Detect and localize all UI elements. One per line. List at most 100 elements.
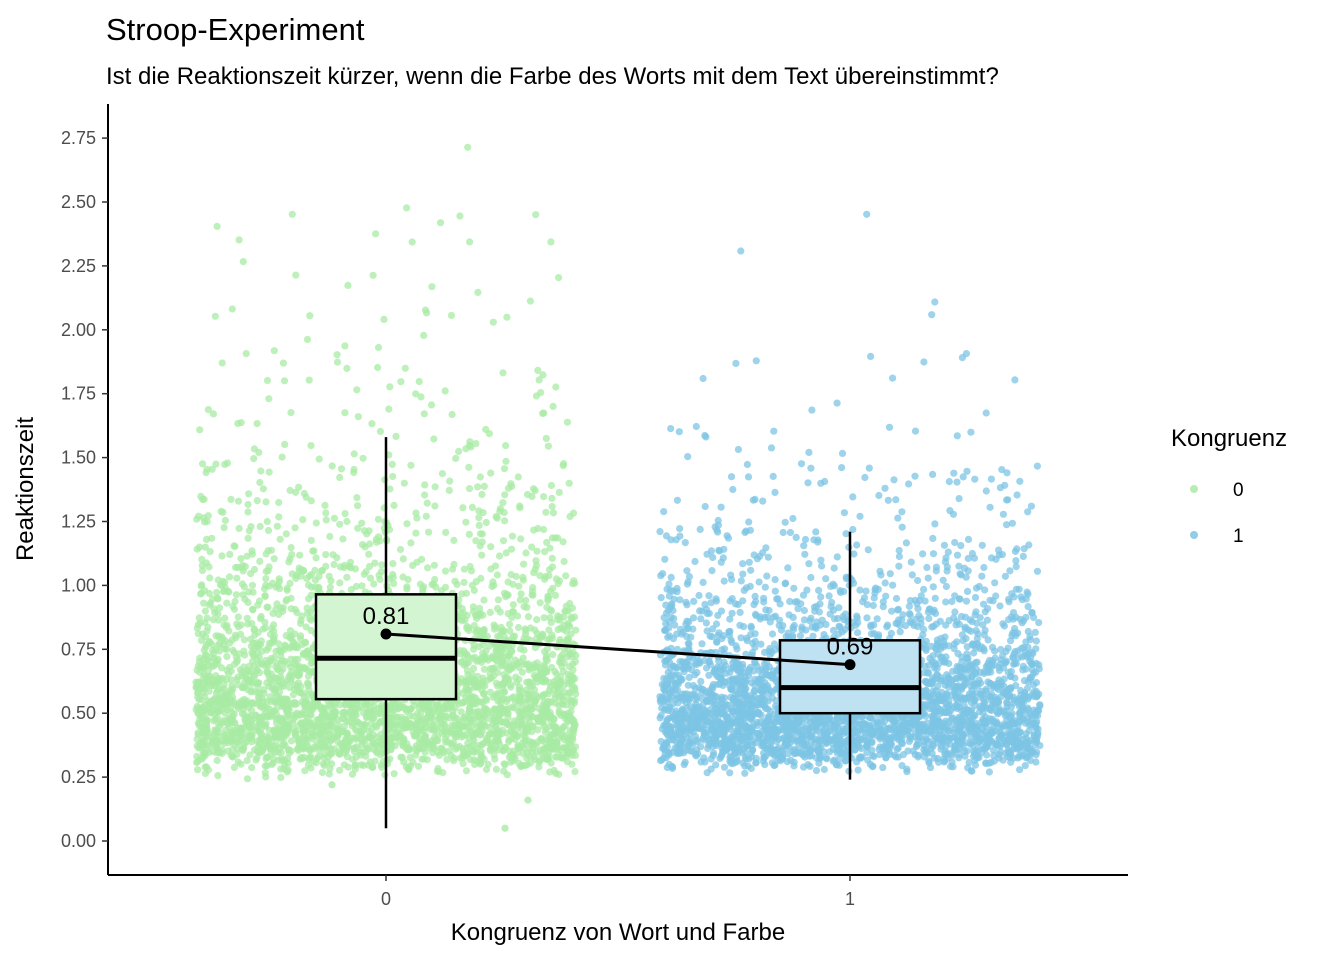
data-point	[369, 763, 377, 771]
data-point	[321, 501, 329, 509]
data-point	[1013, 491, 1021, 499]
data-point	[193, 666, 201, 674]
data-point	[506, 620, 514, 628]
data-point	[256, 719, 264, 727]
data-point	[406, 712, 414, 720]
data-point	[370, 580, 378, 588]
data-point	[490, 581, 498, 589]
data-point	[248, 547, 256, 555]
data-point	[517, 645, 525, 653]
data-point	[279, 741, 287, 750]
data-point	[241, 595, 249, 603]
data-point	[464, 739, 472, 747]
data-point	[202, 469, 210, 477]
data-point	[491, 712, 499, 720]
data-point	[456, 212, 464, 220]
data-point	[423, 499, 431, 507]
data-point	[225, 573, 234, 581]
data-point	[554, 681, 562, 690]
data-point	[194, 729, 202, 737]
data-point	[402, 744, 410, 752]
data-point	[491, 744, 499, 752]
data-point	[547, 759, 555, 767]
data-point	[737, 577, 745, 585]
data-point	[506, 627, 514, 635]
data-point	[569, 509, 578, 517]
data-point	[195, 678, 203, 686]
data-point	[243, 775, 252, 783]
data-point	[234, 563, 242, 572]
data-point	[927, 642, 935, 650]
data-point	[478, 630, 486, 638]
data-point	[920, 625, 928, 634]
data-point	[223, 735, 231, 743]
data-point	[291, 701, 299, 709]
data-point	[198, 566, 207, 575]
data-point	[495, 552, 504, 560]
data-point	[497, 623, 505, 632]
data-point	[362, 568, 370, 576]
data-point	[472, 537, 480, 545]
data-point	[276, 535, 284, 543]
data-point	[365, 550, 373, 558]
data-point	[347, 701, 355, 709]
data-point	[838, 464, 846, 472]
data-point	[301, 767, 309, 775]
data-point	[520, 603, 528, 611]
data-point	[325, 572, 333, 580]
data-point	[465, 463, 473, 471]
data-point	[374, 363, 382, 372]
data-point	[992, 592, 1000, 600]
data-point	[553, 739, 561, 747]
data-point	[463, 666, 471, 675]
data-point	[307, 668, 315, 676]
data-point	[724, 534, 733, 542]
data-point	[292, 711, 301, 719]
data-point	[436, 219, 445, 227]
data-point	[540, 493, 548, 501]
data-point	[484, 736, 492, 744]
data-point	[566, 714, 574, 722]
data-point	[230, 740, 238, 748]
data-point	[547, 238, 555, 246]
data-point	[478, 727, 486, 735]
data-point	[448, 565, 457, 573]
data-point	[468, 503, 476, 511]
data-point	[302, 493, 310, 501]
data-point	[253, 754, 261, 762]
data-point	[503, 771, 511, 779]
data-point	[215, 647, 223, 655]
data-point	[516, 504, 524, 512]
data-point	[403, 520, 411, 528]
data-point	[353, 386, 361, 394]
data-point	[551, 753, 559, 761]
data-point	[549, 651, 557, 659]
data-point	[284, 711, 292, 719]
data-point	[692, 422, 700, 431]
data-point	[493, 730, 501, 738]
data-point	[351, 762, 359, 770]
data-point	[466, 238, 474, 246]
data-point	[296, 551, 304, 559]
data-point	[500, 688, 508, 696]
data-point	[368, 420, 376, 428]
data-point	[256, 478, 264, 487]
data-point	[498, 726, 507, 734]
data-point	[545, 572, 553, 580]
data-point	[532, 691, 540, 699]
data-point	[248, 738, 256, 746]
data-point	[216, 707, 224, 715]
data-point	[366, 732, 374, 740]
data-point	[223, 599, 231, 607]
data-point	[514, 473, 522, 481]
data-point	[288, 551, 296, 559]
data-point	[953, 432, 961, 440]
data-point	[358, 582, 366, 590]
data-point	[531, 565, 540, 573]
data-point	[892, 594, 901, 603]
data-point	[461, 686, 469, 694]
data-point	[229, 646, 237, 654]
data-point	[544, 595, 552, 603]
data-point	[501, 744, 509, 752]
data-point	[535, 376, 543, 384]
